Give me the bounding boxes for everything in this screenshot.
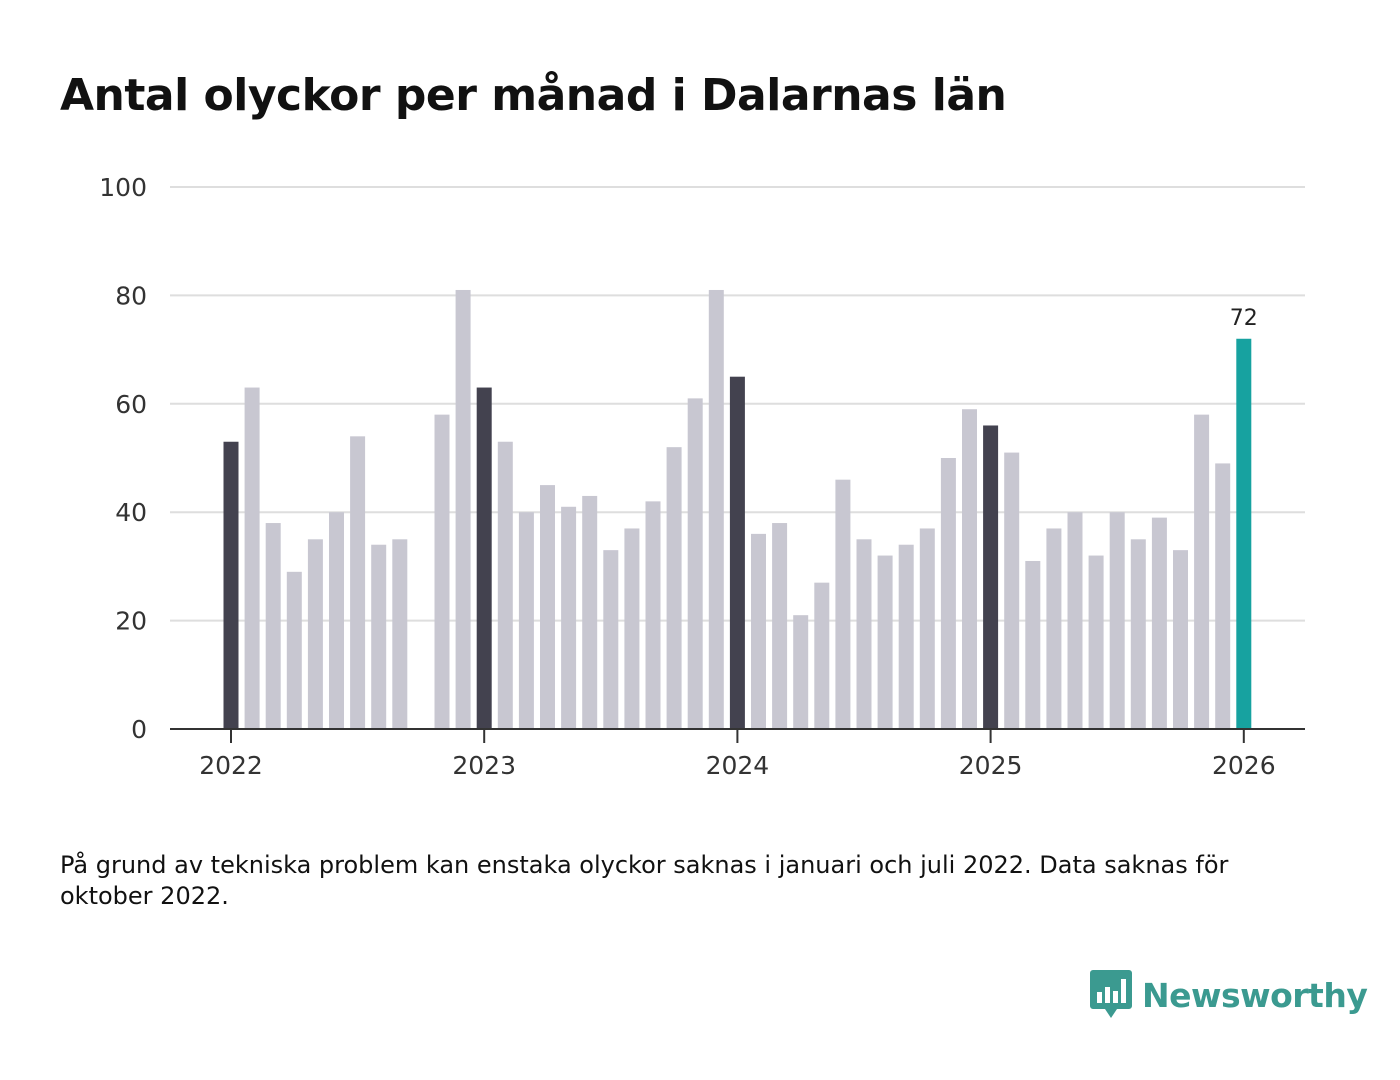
bar [329,512,344,729]
footnote: På grund av tekniska problem kan enstaka… [60,851,1229,910]
bar [518,512,534,729]
bar [265,523,281,729]
x-tick-label: 2023 [452,751,516,780]
bar [286,571,302,729]
bar [1088,555,1104,729]
bar [434,414,450,729]
bar [962,409,977,729]
bar [708,289,724,729]
x-tick-label: 2025 [959,751,1023,780]
bar [392,539,408,729]
bar [814,582,830,729]
x-tick-label: 2024 [706,751,770,780]
bar [645,501,661,729]
bar [455,289,471,729]
bar [940,458,956,729]
bar [624,528,640,729]
bar [666,447,682,729]
bar [1067,512,1083,729]
bar [561,506,577,729]
bar [983,425,999,729]
y-tick-label: 60 [115,390,147,419]
bar [1025,560,1041,729]
bar [1215,463,1231,729]
bar [877,555,893,729]
bar [1130,539,1146,729]
bar [223,441,239,729]
newsworthy-logo: Newsworthy [1090,970,1368,1020]
data-label: 72 [1230,306,1258,331]
y-tick-label: 40 [115,498,147,527]
axes [170,728,1305,743]
bar [244,387,260,729]
bar [350,436,366,729]
bar [729,376,745,729]
bar [307,539,323,729]
bar [603,550,619,729]
bar [772,523,788,729]
y-tick-label: 80 [115,281,147,310]
bar [898,544,914,729]
bar [919,528,935,729]
x-tick-label: 2026 [1212,751,1276,780]
bar [476,387,492,729]
bar [1109,512,1125,729]
bar [687,398,703,729]
logo-text: Newsworthy [1142,975,1368,1015]
bar [856,539,872,729]
bar [497,441,513,729]
bar [835,479,851,729]
newsworthy-chart-icon [1090,970,1132,1018]
chart-title: Antal olyckor per månad i Dalarnas län [60,70,1007,121]
bar [793,615,809,729]
bar [1173,550,1188,729]
bar [1236,338,1252,729]
bar [371,544,387,729]
y-tick-label: 0 [131,715,147,744]
bar [540,485,555,729]
labels: 0 20 40 60 80 100 2022 2023 2024 2025 2026 72 [99,173,1275,780]
bar [1194,414,1210,729]
bar [582,495,598,729]
bars [223,289,1252,729]
y-tick-label: 100 [99,173,147,202]
bar [751,533,766,729]
bar [1151,517,1167,729]
x-tick-label: 2022 [199,751,263,780]
bar [1004,452,1020,729]
bar [1046,528,1062,729]
y-tick-label: 20 [115,607,147,636]
